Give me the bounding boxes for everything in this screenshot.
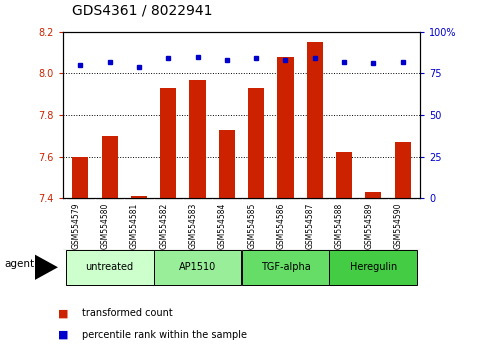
Bar (66, 250, 154, 285)
Bar (307, 42, 323, 198)
Text: AP1510: AP1510 (179, 262, 216, 272)
Text: ■: ■ (58, 308, 69, 318)
Bar (219, 130, 235, 198)
Bar (395, 142, 411, 198)
Bar (365, 192, 382, 198)
Text: transformed count: transformed count (82, 308, 173, 318)
Text: TGF-alpha: TGF-alpha (260, 262, 310, 272)
Text: GSM554588: GSM554588 (335, 202, 344, 249)
Text: GSM554585: GSM554585 (247, 202, 256, 249)
Text: GDS4361 / 8022941: GDS4361 / 8022941 (72, 4, 213, 18)
Text: GSM554583: GSM554583 (188, 202, 198, 249)
Polygon shape (35, 255, 58, 280)
Bar (248, 88, 264, 198)
Bar (160, 88, 176, 198)
Text: GSM554589: GSM554589 (364, 202, 373, 249)
Text: GSM554584: GSM554584 (218, 202, 227, 249)
Text: GSM554579: GSM554579 (71, 202, 80, 249)
Bar (131, 196, 147, 198)
Text: GSM554586: GSM554586 (276, 202, 285, 249)
Text: Heregulin: Heregulin (350, 262, 397, 272)
Text: ■: ■ (58, 330, 69, 339)
Text: untreated: untreated (85, 262, 134, 272)
Bar (101, 136, 118, 198)
Text: GSM554582: GSM554582 (159, 202, 168, 249)
Bar (329, 250, 417, 285)
Text: GSM554587: GSM554587 (306, 202, 315, 249)
Bar (189, 80, 206, 198)
Bar (336, 153, 352, 198)
Text: GSM554590: GSM554590 (394, 202, 403, 249)
Text: GSM554581: GSM554581 (130, 202, 139, 249)
Bar (154, 250, 242, 285)
Text: percentile rank within the sample: percentile rank within the sample (82, 330, 247, 339)
Text: GSM554580: GSM554580 (100, 202, 110, 249)
Bar (242, 250, 329, 285)
Bar (72, 157, 88, 198)
Bar (277, 57, 294, 198)
Text: agent: agent (5, 259, 35, 269)
